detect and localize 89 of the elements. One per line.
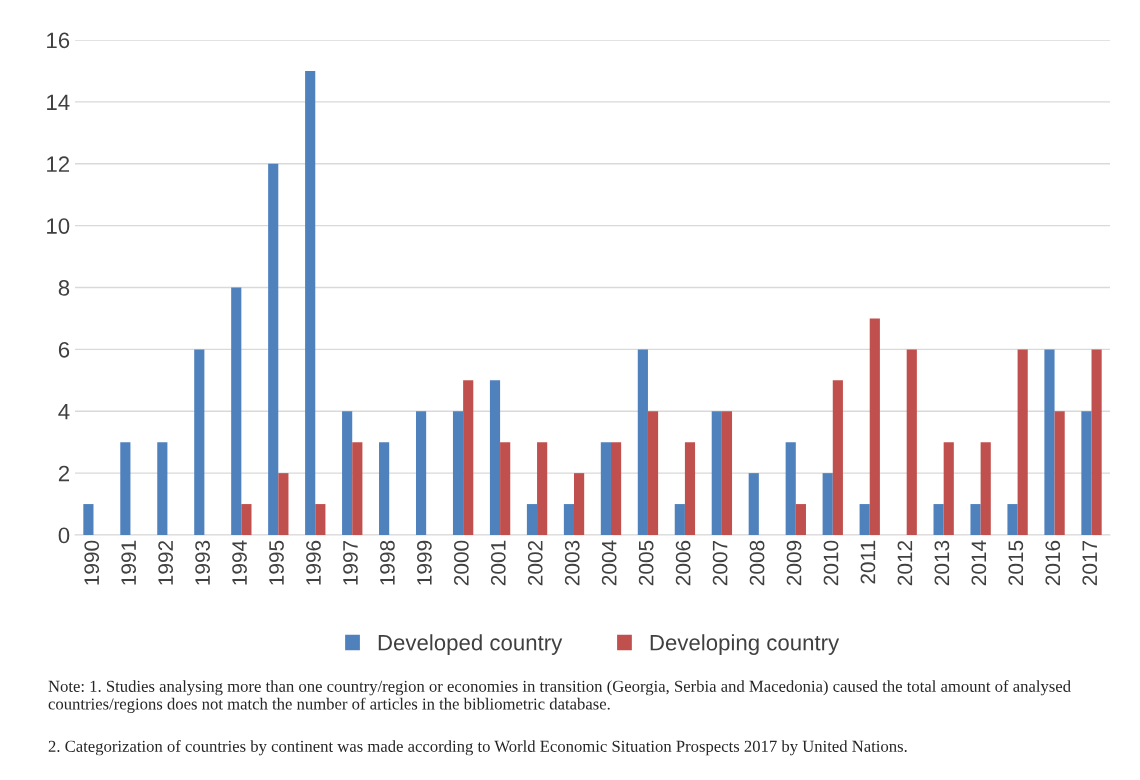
bar xyxy=(721,411,733,535)
y-tick-label: 10 xyxy=(47,218,70,234)
x-tick-label: 1994 xyxy=(232,540,247,585)
bar xyxy=(943,442,954,535)
bar xyxy=(268,163,279,535)
x-tick-label: 1999 xyxy=(417,540,432,585)
bar xyxy=(157,442,168,535)
bar xyxy=(1054,411,1065,535)
x-tick-label: 1991 xyxy=(121,540,137,585)
x-tick-label: 2008 xyxy=(749,540,765,586)
bar xyxy=(933,504,944,535)
bar xyxy=(832,380,843,535)
bar xyxy=(970,504,981,535)
bar xyxy=(906,349,917,535)
bar xyxy=(859,504,870,535)
x-tick-label: 2001 xyxy=(490,540,506,586)
bar xyxy=(1017,349,1028,535)
x-tick-label: 1993 xyxy=(195,540,210,585)
text: Note: 1. Studies analysing more than one country/region or economies in transition (Georgia, Serbia and Macedonia) caused the total amount of analysed countries/regions does not match the number of articles in the bibliometric database. xyxy=(48,680,1071,714)
legend-label: Developed country xyxy=(378,634,563,655)
legend-label: Developing country xyxy=(650,634,840,655)
bar xyxy=(305,70,316,535)
bar xyxy=(684,442,696,535)
bar xyxy=(1007,504,1018,535)
text: 2. Categorization of countries by continent was made according to World Economic Situation Prospects 2017 by United Nations. xyxy=(48,740,907,756)
bar xyxy=(342,411,353,535)
x-tick-label: 1990 xyxy=(84,540,100,585)
x-tick-label: 2016 xyxy=(1045,540,1061,586)
x-tick-label: 2017 xyxy=(1082,540,1098,586)
bar xyxy=(748,473,759,535)
bar xyxy=(83,504,94,535)
x-tick-label: 2003 xyxy=(564,540,580,586)
bar xyxy=(231,287,242,535)
bar xyxy=(980,442,991,535)
bar xyxy=(869,318,880,535)
x-tick-label: 2005 xyxy=(638,540,654,586)
bar xyxy=(352,442,363,535)
x-tick-label: 1998 xyxy=(380,540,395,585)
y-tick-label: 14 xyxy=(47,94,70,110)
bar xyxy=(1044,349,1055,535)
y-tick-label: 0 xyxy=(58,527,70,544)
bar xyxy=(537,442,548,535)
y-tick-label: 8 xyxy=(58,280,70,296)
y-tick-label: 6 xyxy=(58,341,70,358)
bar xyxy=(1091,349,1102,535)
bar xyxy=(379,442,390,535)
bar xyxy=(637,349,648,535)
bar xyxy=(711,411,722,535)
bar xyxy=(278,473,289,535)
bar xyxy=(452,411,464,535)
bar xyxy=(241,504,252,535)
bar xyxy=(194,349,205,535)
x-tick-label: 2015 xyxy=(1008,540,1024,586)
bar xyxy=(500,442,511,535)
bar xyxy=(785,442,796,535)
x-tick-label: 2004 xyxy=(601,540,617,586)
x-tick-label: 1997 xyxy=(343,540,358,585)
x-tick-label: 2011 xyxy=(860,540,876,584)
x-tick-label: 2002 xyxy=(527,540,543,586)
bar xyxy=(120,442,131,535)
x-tick-label: 2012 xyxy=(897,540,913,586)
bar xyxy=(563,504,575,535)
bar xyxy=(795,504,806,535)
bar xyxy=(416,411,427,535)
x-tick-label: 2007 xyxy=(712,540,728,586)
bar xyxy=(574,473,585,535)
bar xyxy=(315,504,326,535)
bar xyxy=(674,504,685,535)
bar xyxy=(526,504,538,535)
x-tick-label: 1996 xyxy=(306,540,321,585)
bar xyxy=(1081,411,1092,535)
y-tick-label: 4 xyxy=(58,404,70,420)
x-tick-label: 1992 xyxy=(158,540,173,585)
x-tick-label: 2014 xyxy=(971,540,987,586)
bar xyxy=(610,442,622,535)
x-tick-label: 2013 xyxy=(934,540,950,586)
x-tick-label: 2010 xyxy=(823,540,839,586)
x-tick-label: 2006 xyxy=(675,540,691,586)
bar xyxy=(463,380,474,535)
bar xyxy=(647,411,659,535)
y-tick-label: 2 xyxy=(58,465,70,482)
bar xyxy=(489,380,501,535)
y-tick-label: 12 xyxy=(47,156,70,172)
bar xyxy=(822,473,833,535)
y-tick-label: 16 xyxy=(47,32,70,49)
bar xyxy=(600,442,611,535)
x-tick-label: 1995 xyxy=(269,540,284,585)
x-tick-label: 2009 xyxy=(786,540,802,586)
x-tick-label: 2000 xyxy=(453,540,469,586)
